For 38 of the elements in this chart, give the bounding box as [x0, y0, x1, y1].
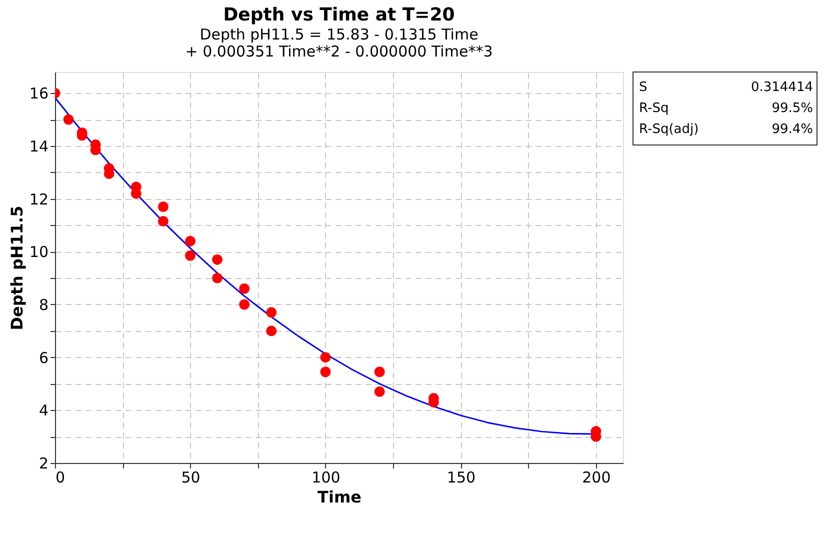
point	[320, 352, 331, 363]
point	[266, 326, 277, 336]
x-tick-label: 50	[181, 468, 200, 486]
text: 99.4%	[772, 122, 813, 137]
chart-subtitle: Depth pH11.5 = 15.83 - 0.1315 Time + 0.000351 Time**2 - 0.000000 Time**3	[185, 26, 493, 60]
point	[212, 272, 223, 284]
chart-title: Depth vs Time at T=20	[223, 4, 455, 26]
y-tick-label: 16	[29, 84, 48, 103]
x-axis-title: Time	[318, 488, 362, 506]
text: R-Sq(adj)	[639, 122, 699, 137]
y-tick-label: 6	[38, 348, 48, 367]
y-tick-label: 10	[29, 243, 48, 262]
point	[266, 307, 277, 318]
y-tick-label: 4	[38, 402, 48, 420]
x-tick-label: 100	[312, 468, 340, 486]
point	[184, 236, 196, 246]
text: S	[639, 80, 648, 95]
point	[374, 386, 385, 397]
point	[212, 254, 223, 265]
x-tick-label: 200	[582, 468, 611, 486]
point	[158, 216, 168, 226]
point	[239, 299, 250, 310]
point	[63, 114, 74, 125]
x-tick-label: 150	[446, 468, 476, 486]
y-tick-label: 8	[38, 296, 48, 314]
y-axis-title: Depth pH11.5	[7, 206, 26, 330]
point	[158, 202, 168, 212]
point	[320, 366, 331, 378]
text: 0.314414	[750, 80, 813, 95]
y-tick-label: 12	[29, 190, 48, 208]
text: R-Sq	[639, 101, 669, 116]
y-tick-label: 14	[29, 137, 48, 156]
text: 99.5%	[772, 101, 813, 116]
y-tick-label: 2	[38, 454, 48, 472]
point	[374, 366, 385, 378]
point	[239, 283, 250, 294]
point	[184, 250, 196, 261]
x-tick-label: 0	[56, 468, 66, 486]
